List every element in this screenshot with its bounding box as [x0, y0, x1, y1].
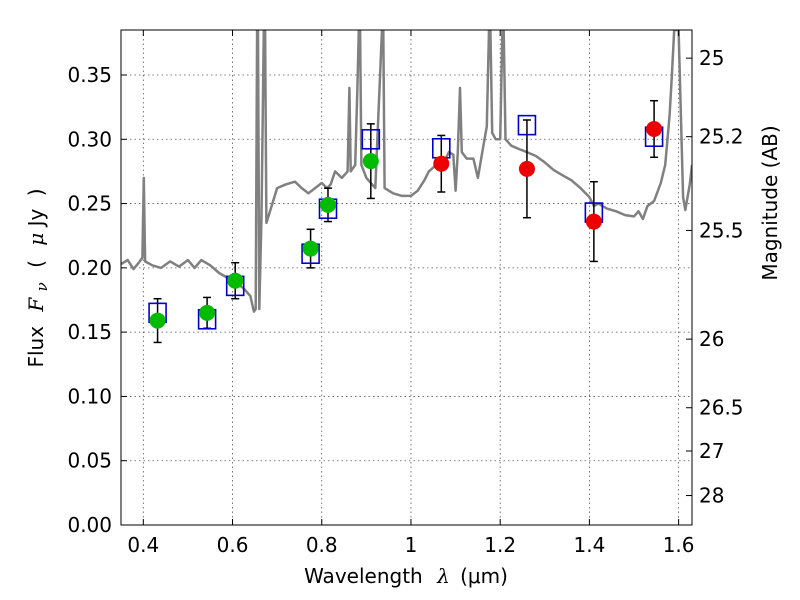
- y-tick-label: 0.15: [67, 320, 112, 344]
- y-tick-label: 0.20: [67, 256, 112, 280]
- y-axis-title-close-paren: ): [24, 188, 48, 196]
- observed-point-red: [518, 160, 535, 177]
- x-axis-title-text: Wavelength: [304, 564, 423, 588]
- x-tick-label: 1.6: [663, 533, 695, 557]
- y-axis-title-open-paren: (: [24, 260, 48, 268]
- x-axis-title: Wavelength λ (μm): [304, 564, 508, 588]
- y-axis-title-mu: μ: [24, 233, 48, 246]
- observed-point-green: [227, 272, 244, 289]
- x-tick-label: 1.2: [484, 533, 516, 557]
- x-axis-title-unit: (μm): [460, 564, 508, 588]
- observed-point-green: [302, 240, 319, 257]
- observed-point-green: [319, 196, 336, 213]
- observed-point-red: [646, 121, 663, 137]
- observed-point-green: [362, 153, 379, 170]
- model-photometry-box: [517, 114, 537, 136]
- magnitude-axis-ticks: 25 25.2 25.5 26 26.5 27 28: [686, 46, 744, 508]
- x-tick-label: 1.4: [573, 533, 605, 557]
- model-spectrum-layer: [121, 30, 692, 313]
- y-axis-title-subscript: ν: [33, 282, 51, 291]
- x-axis-ticks: 0.4 0.6 0.8 1 1.2 1.4 1.6: [127, 30, 695, 557]
- observed-point-red: [585, 213, 602, 230]
- y-tick-label: 0.00: [67, 513, 112, 537]
- plot-frame: [120, 29, 693, 526]
- y-axis-title-unit: Jy: [24, 208, 48, 228]
- y-axis-title-text: Flux: [24, 326, 48, 368]
- y-tick-label: 0.30: [67, 127, 112, 151]
- magnitude-tick-label: 26.5: [699, 396, 744, 420]
- x-axis-title-symbol: λ: [436, 564, 450, 588]
- x-tick-label: 0.8: [306, 533, 338, 557]
- model-photometry-box: [361, 128, 381, 150]
- observed-point-green: [149, 312, 166, 329]
- observed-points-layer: [149, 121, 663, 329]
- model-spectrum-line: [121, 30, 692, 313]
- magnitude-tick-label: 25.5: [699, 218, 744, 242]
- y-axis-ticks: 0.00 0.05 0.10 0.15 0.20 0.25 0.30 0.35: [67, 63, 127, 537]
- x-tick-label: 0.6: [217, 533, 249, 557]
- y-axis-title-symbol: F: [24, 297, 48, 313]
- x-tick-label: 1: [405, 533, 418, 557]
- observed-point-red: [433, 155, 450, 172]
- y-tick-label: 0.10: [67, 384, 112, 408]
- magnitude-axis-title: Magnitude (AB): [758, 125, 782, 280]
- grid: [121, 30, 692, 525]
- x-tick-label: 0.4: [127, 533, 159, 557]
- magnitude-tick-label: 25.2: [699, 125, 744, 149]
- observed-point-green: [199, 304, 216, 321]
- y-tick-label: 0.35: [67, 63, 112, 87]
- magnitude-tick-label: 25: [699, 46, 724, 70]
- magnitude-tick-label: 26: [699, 327, 724, 351]
- y-tick-label: 0.05: [67, 449, 112, 473]
- y-tick-label: 0.25: [67, 192, 112, 216]
- y-axis-title: Flux F ν ( μ Jy ): [24, 188, 52, 367]
- magnitude-tick-label: 28: [699, 484, 724, 508]
- magnitude-tick-label: 27: [699, 439, 724, 463]
